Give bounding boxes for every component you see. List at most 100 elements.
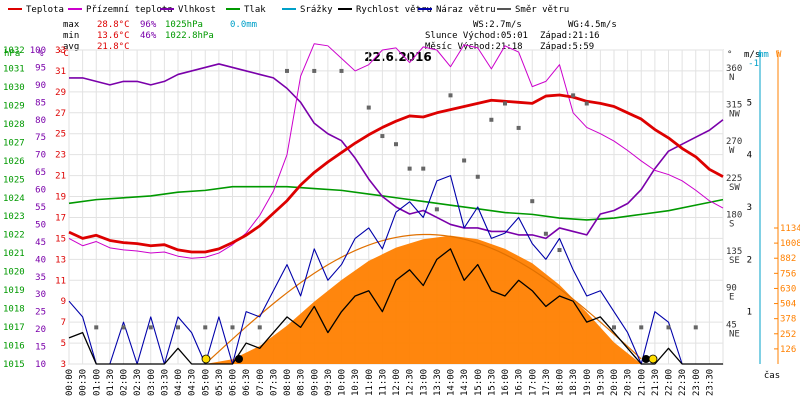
deg-dir-tick: W (729, 146, 735, 156)
deg-dir-tick: NW (729, 110, 740, 120)
pct-tick: 20 (35, 325, 46, 335)
c-tick: 23 (55, 151, 66, 161)
x-tick: 21:00 (637, 369, 647, 396)
pct-tick: 75 (35, 133, 46, 143)
ms-tick: 1 (747, 308, 752, 318)
pct-tick: 50 (35, 220, 46, 230)
axis-label-deg: ° (727, 50, 732, 60)
pct-tick: 95 (35, 63, 46, 73)
hpa-tick: 1031 (3, 64, 25, 74)
x-tick: 20:00 (610, 369, 620, 396)
deg-dir-tick: NE (729, 329, 740, 339)
x-tick: 11:00 (365, 369, 375, 396)
hpa-tick: 1022 (3, 231, 25, 241)
axis-label-w: W (776, 50, 782, 60)
x-tick: 20:30 (624, 369, 634, 396)
sunrise-marker (201, 354, 211, 364)
pct-tick: 40 (35, 255, 46, 265)
x-tick: 15:30 (487, 369, 497, 396)
wind-direction-series (94, 68, 698, 330)
series-line-p-zemn-teplota (68, 43, 724, 259)
x-tick: 17:00 (528, 369, 538, 396)
x-tick: 00:30 (79, 369, 89, 396)
series-line-rychlost-v-tru (68, 248, 723, 365)
x-tick: 19:00 (583, 369, 593, 396)
deg-tick: 90 (726, 284, 737, 294)
c-tick: 33 (55, 46, 66, 56)
wind-direction-point (434, 207, 439, 212)
solar-max-line (204, 233, 642, 365)
x-tick: 22:00 (665, 369, 675, 396)
pct-tick: 45 (35, 238, 46, 248)
axis-label-ms: m/s (744, 50, 760, 60)
x-tick: 07:30 (269, 369, 279, 396)
wind-direction-point (339, 68, 344, 73)
axis-label-hpa: hPa (4, 49, 20, 59)
wind-speed-info: WS:2.7m/s (473, 20, 522, 30)
hpa-tick: 1020 (3, 268, 25, 278)
pct-tick: 10 (35, 360, 46, 370)
sun-set-info: Západ:21:16 (540, 31, 600, 41)
deg-dir-tick: SE (729, 256, 740, 266)
wind-direction-point (176, 325, 180, 330)
wind-direction-point (312, 68, 317, 73)
stats-min-label: min (63, 31, 79, 41)
sunset-marker (648, 354, 658, 364)
stats-block: max 28.8°C 96% 1025hPa 0.0mm min 13.6°C … (63, 20, 257, 52)
x-tick: 19:30 (596, 369, 606, 396)
wind-direction-point (366, 105, 371, 110)
c-tick: 15 (55, 234, 66, 244)
pct-tick: 35 (35, 273, 46, 283)
series-line-teplota (68, 93, 724, 254)
moonset-marker (235, 355, 243, 363)
ms-tick: 2 (747, 255, 752, 265)
stats-min-hum: 46% (140, 31, 157, 41)
axis-label-mm: mm (758, 50, 769, 60)
x-tick: 15:00 (474, 369, 484, 396)
x-tick: 00:00 (65, 369, 75, 396)
pct-tick: 65 (35, 168, 46, 178)
c-tick: 27 (55, 109, 66, 119)
hpa-tick: 1021 (3, 249, 25, 259)
pct-tick: 70 (35, 151, 46, 161)
wind-direction-point (121, 325, 126, 330)
stats-max-temp: 28.8°C (97, 20, 130, 30)
hpa-tick: 1030 (3, 83, 25, 93)
pct-tick: 15 (35, 343, 46, 353)
deg-tick: 135 (726, 247, 742, 257)
x-tick: 04:30 (188, 369, 198, 396)
chart-title: 22.6.2016 (364, 50, 432, 64)
wind-direction-point (203, 325, 208, 330)
x-tick: 10:30 (351, 369, 361, 396)
hpa-tick: 1023 (3, 212, 25, 222)
w-tick: 378 (780, 315, 796, 325)
c-tick: 11 (55, 276, 66, 286)
hpa-tick: 1029 (3, 101, 25, 111)
deg-dir-tick: SW (729, 183, 740, 193)
pct-tick: 25 (35, 308, 46, 318)
w-tick: 882 (780, 254, 796, 264)
wind-direction-point (612, 325, 616, 330)
hpa-tick: 1032 (3, 46, 25, 56)
legend-label: Tlak (244, 5, 266, 15)
legend: Teplota Přízemní teplota Vlhkost Tlak Srážky… (8, 5, 569, 15)
ms-tick: 3 (747, 203, 752, 213)
x-tick: 01:30 (106, 369, 116, 396)
x-tick: 14:00 (447, 369, 457, 396)
hpa-tick: 1017 (3, 323, 25, 333)
x-tick: 01:00 (92, 369, 102, 396)
x-tick: 18:30 (569, 369, 579, 396)
w-tick: 630 (780, 284, 796, 294)
w-tick: 126 (780, 345, 796, 355)
wind-direction-point (230, 325, 235, 330)
deg-tick: 45 (726, 320, 737, 330)
wind-direction-point (394, 142, 398, 147)
wind-direction-point (489, 117, 494, 122)
wind-direction-point (503, 101, 507, 106)
deg-tick: 315 (726, 101, 742, 111)
solar-series (204, 233, 642, 365)
c-tick: 25 (55, 130, 66, 140)
series-line-vlhkost (69, 63, 724, 240)
w-tick: 756 (780, 269, 796, 279)
x-tick: 02:30 (133, 369, 143, 396)
